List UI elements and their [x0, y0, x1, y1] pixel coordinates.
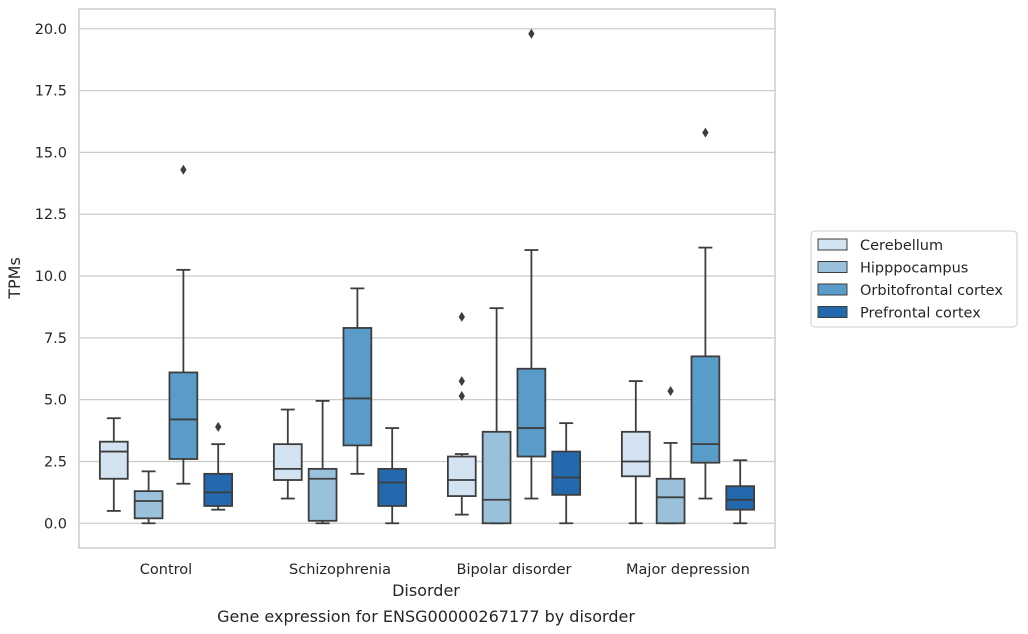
- box-iqr: [377, 467, 408, 507]
- box-orbitofrontal-cortex: [516, 28, 547, 500]
- box-iqr: [690, 355, 721, 464]
- box-cerebellum: [446, 311, 477, 516]
- box-iqr: [551, 450, 582, 496]
- legend-swatch: [817, 238, 848, 251]
- outlier-point: [458, 311, 465, 322]
- box-hipppocampus: [133, 470, 164, 525]
- box-iqr: [481, 430, 512, 525]
- box-prefrontal-cortex: [203, 421, 234, 511]
- legend-label: Prefrontal cortex: [860, 306, 981, 322]
- box-iqr: [307, 467, 338, 522]
- outlier-point: [458, 376, 465, 387]
- x-tick-label: Schizophrenia: [289, 562, 391, 578]
- y-tick-label: 2.5: [44, 454, 67, 470]
- legend-swatch: [817, 261, 848, 273]
- y-axis-title: TPMs: [5, 257, 24, 300]
- box-iqr: [272, 443, 303, 481]
- box-hipppocampus: [481, 307, 512, 525]
- box-hipppocampus: [307, 399, 338, 525]
- box-cerebellum: [272, 408, 303, 500]
- box-iqr: [342, 327, 373, 447]
- box-iqr: [725, 485, 756, 511]
- box-prefrontal-cortex: [551, 422, 582, 525]
- box-hipppocampus: [655, 385, 686, 525]
- outlier-point: [702, 127, 709, 138]
- legend-frame: [810, 230, 1018, 328]
- x-tick-label: Major depression: [626, 562, 750, 578]
- x-axis-title: Disorder: [392, 581, 460, 600]
- box-iqr: [168, 371, 199, 460]
- outlier-point: [458, 390, 465, 401]
- legend-swatch: [817, 283, 848, 296]
- box-prefrontal-cortex: [377, 427, 408, 525]
- outlier-point: [667, 385, 674, 396]
- y-tick-label: 20.0: [35, 22, 67, 38]
- outlier-point: [180, 164, 187, 175]
- y-tick-label: 0.0: [44, 516, 67, 532]
- box-series: [98, 28, 756, 525]
- box-iqr: [655, 477, 686, 525]
- box-iqr: [98, 440, 129, 480]
- y-tick-labels: 0.0 2.5 5.0 7.5 10.0 12.5 15.0 17.5 20.0: [35, 22, 67, 532]
- y-tick-label: 12.5: [35, 207, 67, 223]
- box-iqr: [516, 367, 547, 458]
- outlier-point: [215, 421, 222, 432]
- legend-items: Cerebellum Hipppocampus Orbitofrontal cort…: [817, 238, 1003, 322]
- box-cerebellum: [98, 417, 129, 512]
- legend: Cerebellum Hipppocampus Orbitofrontal cort…: [810, 230, 1018, 328]
- y-tick-label: 7.5: [44, 331, 67, 347]
- box-iqr: [446, 455, 477, 497]
- outlier-point: [528, 28, 535, 39]
- y-tick-label: 15.0: [35, 145, 67, 161]
- y-tick-label: 17.5: [35, 84, 67, 100]
- x-tick-labels: Control Schizophrenia Bipolar disorder Majo…: [140, 562, 750, 578]
- figure-caption: Gene expression for ENSG00000267177 by d…: [217, 607, 635, 626]
- legend-swatch: [817, 306, 848, 318]
- legend-label: Cerebellum: [860, 238, 943, 254]
- box-orbitofrontal-cortex: [690, 127, 721, 500]
- box-orbitofrontal-cortex: [168, 164, 199, 485]
- legend-label: Hipppocampus: [860, 261, 968, 277]
- legend-label: Orbitofrontal cortex: [860, 283, 1003, 299]
- x-tick-label: Control: [140, 562, 192, 578]
- y-tick-label: 10.0: [35, 269, 67, 285]
- box-iqr: [203, 472, 234, 507]
- x-tick-label: Bipolar disorder: [457, 562, 572, 578]
- box-iqr: [620, 430, 651, 478]
- plot-area-frame: [78, 8, 776, 549]
- y-tick-label: 5.0: [44, 393, 67, 409]
- box-cerebellum: [620, 380, 651, 525]
- box-prefrontal-cortex: [725, 459, 756, 525]
- box-iqr: [133, 490, 164, 520]
- box-orbitofrontal-cortex: [342, 287, 373, 475]
